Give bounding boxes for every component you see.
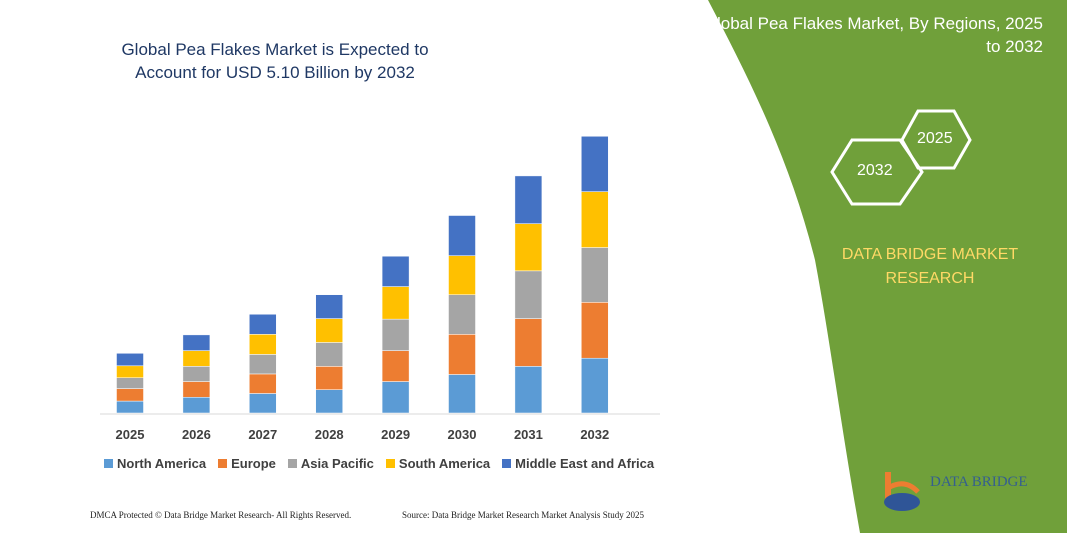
bar-2025-north-america <box>116 400 144 414</box>
chart-title: Global Pea Flakes Market is Expected to … <box>121 40 429 82</box>
legend-label: Europe <box>231 456 276 471</box>
bar-2030-south-america <box>448 255 476 295</box>
hexagon-2032 <box>830 138 924 206</box>
logo-text: DATA BRIDGE <box>930 474 1028 490</box>
bar-2027-north-america <box>249 393 277 414</box>
legend-item: North America <box>104 456 206 471</box>
legend-swatch <box>287 459 297 468</box>
legend-label: Asia Pacific <box>300 456 374 471</box>
bar-2030-europe <box>448 334 476 375</box>
bar-2029-middle-east-and-africa <box>381 255 410 287</box>
green-panel <box>708 0 1067 533</box>
x-tick-label: 2029 <box>381 427 410 442</box>
x-tick-label: 2030 <box>448 427 477 442</box>
bar-2032-north-america <box>581 357 609 414</box>
bar-2026-south-america <box>182 350 211 367</box>
x-tick-label: 2027 <box>248 427 277 442</box>
bar-2031-asia-pacific <box>514 270 543 319</box>
bars <box>116 136 609 414</box>
x-tick-label: 2025 <box>116 427 145 442</box>
x-tick-label: 2031 <box>514 427 543 442</box>
legend-label: Middle East and Africa <box>515 456 655 471</box>
bar-2025-south-america <box>116 365 144 378</box>
legend-item: Middle East and Africa <box>502 456 654 471</box>
x-ticks: 2025 2026 2027 2028 2029 2030 2031 2032 <box>116 427 610 442</box>
bar-2028-south-america <box>315 318 343 343</box>
bar-2029-asia-pacific <box>381 318 410 351</box>
hex-label-2025: 2025 <box>917 130 953 147</box>
x-tick-label: 2032 <box>580 427 609 442</box>
footer-copyright: DMCA Protected © Data Bridge Market Rese… <box>90 510 352 520</box>
bar-2030-north-america <box>448 374 476 414</box>
bar-2026-middle-east-and-africa <box>182 334 211 351</box>
bar-2027-europe <box>249 373 277 394</box>
legend-swatch <box>218 459 228 468</box>
legend-label: South America <box>398 456 491 471</box>
bar-2032-middle-east-and-africa <box>581 136 609 192</box>
bar-2025-asia-pacific <box>116 377 144 389</box>
legend: North America Europe Asia Pacific South Ame… <box>104 456 654 471</box>
bar-2028-middle-east-and-africa <box>315 294 343 319</box>
bar-2028-asia-pacific <box>315 342 343 367</box>
bar-2025-middle-east-and-africa <box>116 353 144 367</box>
brand-text: DATA BRIDGE MARKET RESEARCH <box>841 246 1019 287</box>
bar-2027-south-america <box>249 334 277 355</box>
logo-icon <box>884 472 920 511</box>
bar-2031-middle-east-and-africa <box>514 175 543 224</box>
bar-2030-asia-pacific <box>448 294 476 335</box>
legend-swatch <box>385 459 395 468</box>
bar-2030-middle-east-and-africa <box>448 215 476 256</box>
bar-2026-north-america <box>182 397 211 414</box>
legend-swatch <box>502 459 512 468</box>
legend-swatch <box>104 459 113 468</box>
legend-item: Europe <box>218 456 276 471</box>
bar-2027-asia-pacific <box>249 354 277 375</box>
footer-source: Source: Data Bridge Market Research Mark… <box>402 510 644 520</box>
bar-2032-south-america <box>581 191 609 248</box>
bar-2027-middle-east-and-africa <box>249 314 277 335</box>
x-tick-label: 2026 <box>182 427 211 442</box>
panel-title: Global Pea Flakes Market, By Regions, 20… <box>703 14 1043 56</box>
bar-2032-asia-pacific <box>581 247 609 303</box>
bar-2025-europe <box>116 388 144 402</box>
bar-2029-north-america <box>381 381 410 414</box>
legend-label: North America <box>117 456 207 471</box>
bar-2031-north-america <box>514 366 543 414</box>
legend-item: South America <box>385 456 491 471</box>
bar-2028-europe <box>315 366 343 390</box>
bar-2032-europe <box>581 302 609 359</box>
bar-2031-south-america <box>514 223 543 272</box>
bar-2029-south-america <box>381 286 410 320</box>
legend-item: Asia Pacific <box>287 456 374 471</box>
hex-label-2032: 2032 <box>857 162 893 179</box>
bar-2031-europe <box>514 318 543 367</box>
x-tick-label: 2028 <box>315 427 344 442</box>
bar-2026-asia-pacific <box>182 366 211 382</box>
bar-2026-europe <box>182 381 211 398</box>
bar-2028-north-america <box>315 389 343 414</box>
bar-2029-europe <box>381 350 410 382</box>
hexagon-2025 <box>900 109 972 170</box>
